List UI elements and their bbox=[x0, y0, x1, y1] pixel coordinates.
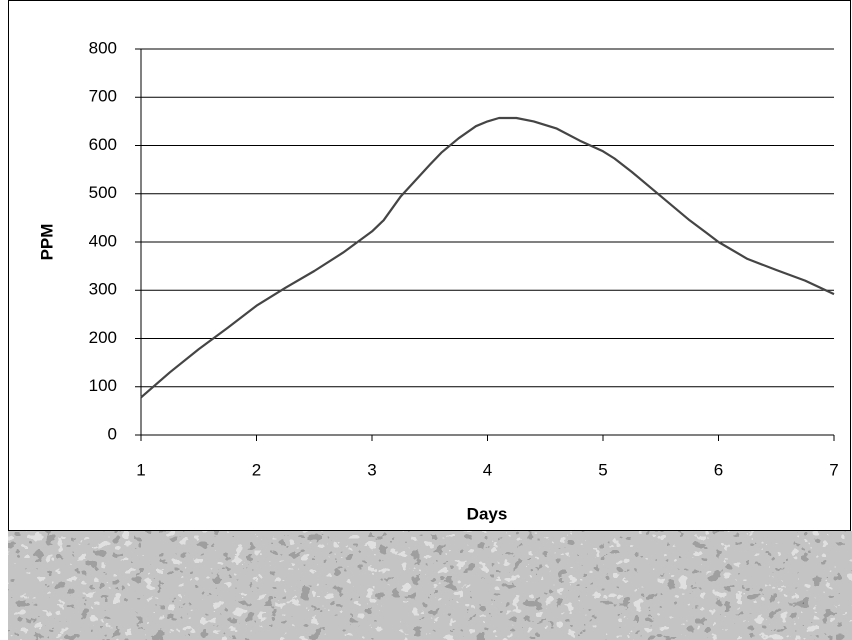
y-tick-label: 100 bbox=[89, 376, 117, 395]
y-tick-label: 700 bbox=[89, 87, 117, 106]
y-axis-title: PPM bbox=[37, 224, 56, 261]
texture-strip bbox=[8, 531, 852, 640]
x-tick-label: 5 bbox=[598, 460, 607, 479]
y-tick-label: 400 bbox=[89, 231, 117, 250]
data-line bbox=[140, 116, 835, 399]
x-tick-label: 7 bbox=[829, 460, 838, 479]
y-tick-label: 600 bbox=[89, 135, 117, 154]
x-tick-label: 2 bbox=[252, 460, 261, 479]
x-tick-label: 6 bbox=[714, 460, 723, 479]
x-tick-label: 3 bbox=[367, 460, 376, 479]
chart-frame bbox=[8, 0, 851, 531]
y-tick-label: 300 bbox=[89, 280, 117, 299]
x-axis-title: Days bbox=[467, 504, 508, 523]
y-tick-label: 800 bbox=[89, 38, 117, 57]
y-tick-label: 0 bbox=[108, 424, 117, 443]
y-tick-label: 500 bbox=[89, 183, 117, 202]
x-tick-label: 4 bbox=[483, 460, 492, 479]
x-tick-label: 1 bbox=[136, 460, 145, 479]
y-tick-label: 200 bbox=[89, 328, 117, 347]
